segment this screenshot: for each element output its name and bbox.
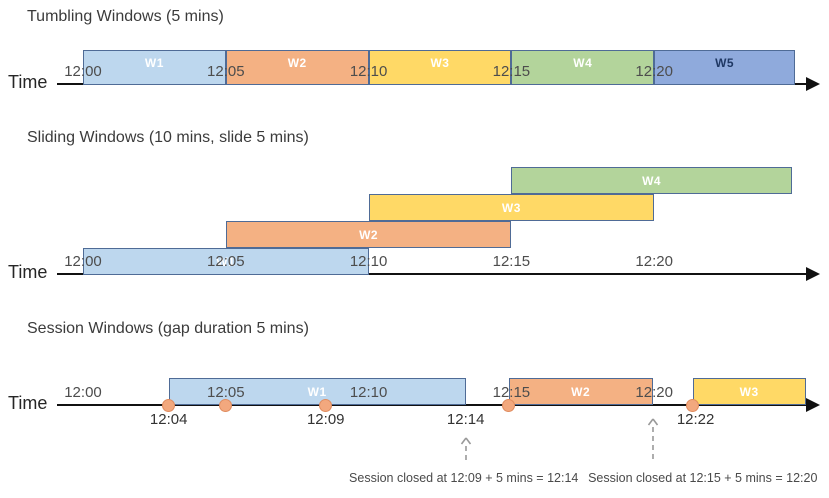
tick-label: 12:05 bbox=[207, 384, 245, 401]
event-time-label: 12:04 bbox=[149, 411, 188, 428]
window-bar: W4 bbox=[511, 50, 655, 85]
window-bar: W4 bbox=[511, 167, 792, 194]
axis-arrow-icon bbox=[806, 267, 820, 281]
tick-label: 12:20 bbox=[635, 63, 673, 80]
section-title: Sliding Windows (10 mins, slide 5 mins) bbox=[27, 129, 309, 146]
event-time-label: 12:14 bbox=[446, 411, 485, 428]
window-bar: W2 bbox=[508, 378, 653, 405]
section-title: Session Windows (gap duration 5 mins) bbox=[27, 320, 309, 337]
window-bar: W3 bbox=[692, 378, 806, 405]
tick-label: 12:15 bbox=[492, 253, 531, 270]
window-label: W4 bbox=[573, 56, 593, 70]
tick-label: 12:10 bbox=[349, 63, 388, 80]
event-dot bbox=[502, 398, 516, 412]
window-label: W4 bbox=[642, 173, 662, 188]
window-label: W5 bbox=[715, 56, 735, 70]
window-bar: W2 bbox=[225, 221, 512, 248]
session-close-arrow-icon bbox=[460, 437, 472, 463]
event-dot bbox=[219, 398, 233, 412]
axis-arrow-icon bbox=[806, 398, 820, 412]
tick-label: 12:10 bbox=[349, 253, 388, 270]
event-dot bbox=[162, 398, 176, 412]
session-close-arrow-icon bbox=[647, 418, 659, 463]
session-close-annotation: Session closed at 12:09 + 5 mins = 12:14 bbox=[349, 471, 579, 485]
tick-label: 12:05 bbox=[207, 253, 245, 270]
time-axis-label: Time bbox=[8, 262, 48, 282]
window-bar: W5 bbox=[654, 50, 795, 85]
axis-arrow-icon bbox=[806, 77, 820, 91]
tick-label: 12:00 bbox=[64, 63, 102, 80]
window-label: W3 bbox=[501, 200, 521, 215]
tick-label: 12:15 bbox=[492, 384, 531, 401]
window-label: W1 bbox=[144, 56, 164, 70]
event-dot bbox=[319, 398, 333, 412]
window-bar: W1 bbox=[168, 378, 466, 405]
tick-label: 12:15 bbox=[492, 63, 531, 80]
event-time-label: 12:09 bbox=[306, 411, 345, 428]
window-label: W2 bbox=[287, 56, 307, 70]
window-label: W1 bbox=[216, 254, 236, 269]
window-bar: W1 bbox=[83, 50, 226, 85]
event-dot bbox=[686, 398, 700, 412]
event-time-label: 12:22 bbox=[676, 411, 715, 428]
window-bar: W3 bbox=[368, 50, 512, 85]
window-bar: W3 bbox=[368, 194, 655, 221]
window-label: W3 bbox=[430, 56, 450, 70]
tick-label: 12:20 bbox=[635, 253, 673, 270]
tick-label: 12:00 bbox=[64, 384, 102, 401]
time-axis-label: Time bbox=[8, 72, 48, 92]
window-bar: W1 bbox=[83, 248, 369, 275]
tick-label: 12:20 bbox=[635, 384, 673, 401]
session-close-annotation: Session closed at 12:15 + 5 mins = 12:20 bbox=[588, 471, 818, 485]
window-label: W2 bbox=[571, 384, 591, 399]
window-label: W1 bbox=[307, 384, 327, 399]
tick-label: 12:05 bbox=[207, 63, 245, 80]
time-axis-label: Time bbox=[8, 393, 48, 413]
tick-label: 12:00 bbox=[64, 253, 102, 270]
window-label: W3 bbox=[739, 384, 759, 399]
time-axis bbox=[57, 273, 812, 275]
section-title: Tumbling Windows (5 mins) bbox=[27, 8, 224, 25]
window-bar: W2 bbox=[225, 50, 369, 85]
tick-label: 12:10 bbox=[349, 384, 388, 401]
time-axis bbox=[57, 404, 812, 406]
window-label: W2 bbox=[359, 227, 379, 242]
